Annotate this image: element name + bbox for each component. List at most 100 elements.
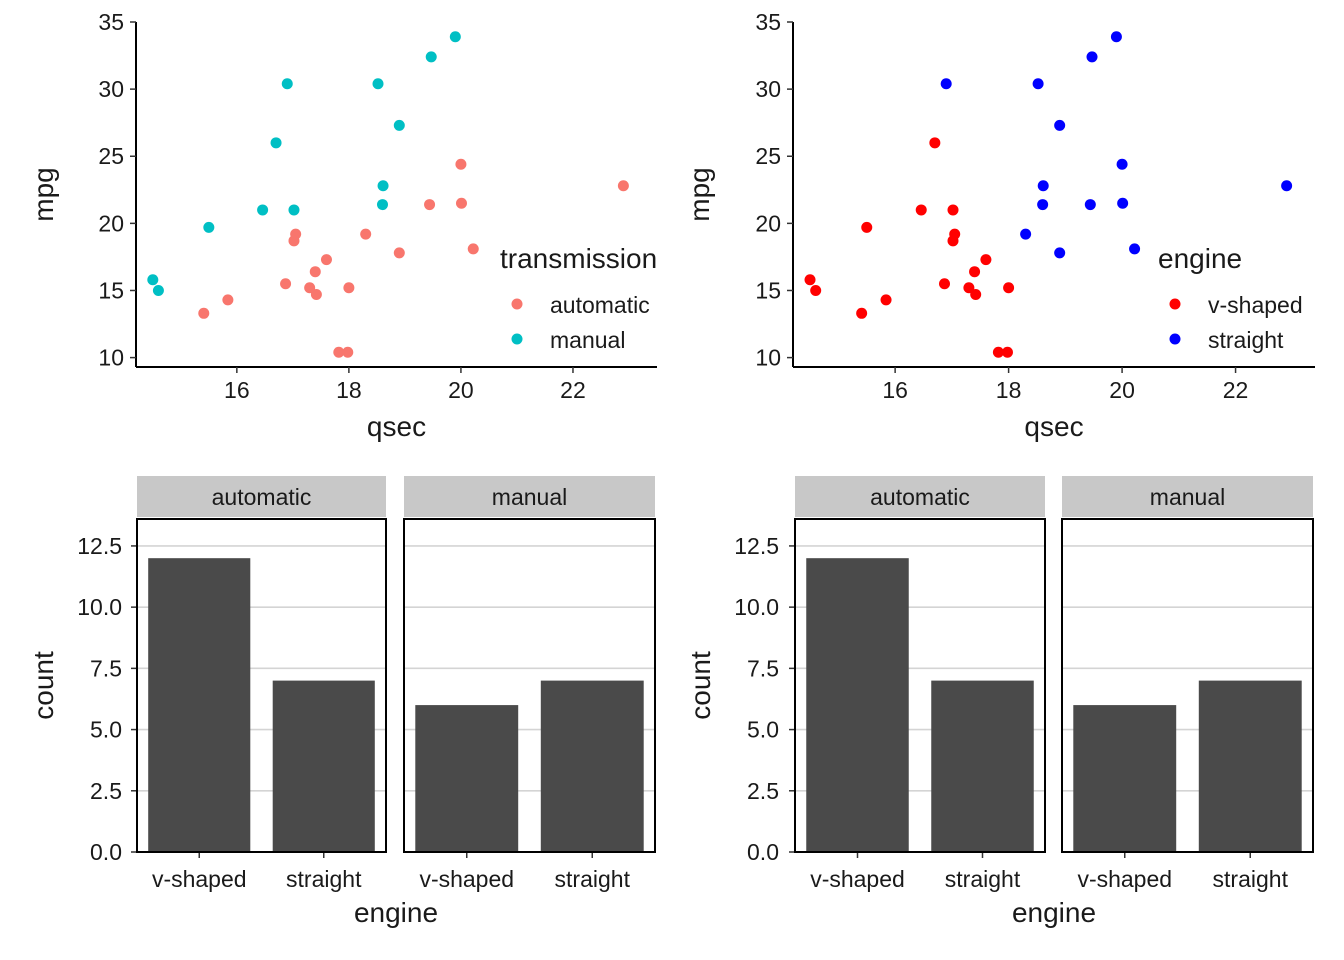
- y-tick-label: 25: [755, 143, 781, 169]
- y-tick-label: 2.5: [90, 778, 122, 804]
- bar-panel-2: 0.0 2.5 5.0 7.5 10.0 12.5 automatic v-shaped str…: [685, 476, 1314, 928]
- legend-label: v-shaped: [1208, 292, 1303, 318]
- data-point-manual: [281, 78, 293, 90]
- bar-v-shaped: [1073, 705, 1177, 852]
- bar-straight: [272, 680, 375, 852]
- data-point-automatic: [360, 228, 372, 240]
- data-point-manual: [152, 284, 164, 296]
- bar-straight: [540, 680, 644, 852]
- data-point-v-shaped: [929, 137, 941, 149]
- facet-strip: [795, 476, 1045, 517]
- bar-straight: [1198, 680, 1302, 852]
- facet-automatic: automatic v-shaped straight: [794, 476, 1046, 892]
- data-point-automatic: [424, 199, 436, 211]
- y-tick-label: 0.0: [90, 839, 122, 865]
- legend: engine v-shaped straight: [1158, 243, 1303, 353]
- y-tick-label: 12.5: [734, 533, 779, 559]
- data-point-manual: [377, 180, 389, 192]
- y-axis-title: count: [685, 651, 716, 720]
- x-tick-label: straight: [1213, 866, 1289, 892]
- facet-panel-border: [794, 518, 1046, 853]
- data-point-straight: [940, 78, 952, 90]
- data-point-straight: [1032, 78, 1044, 90]
- x-tick-label: 22: [560, 377, 586, 403]
- facet-strip: [404, 476, 655, 517]
- data-point-automatic: [455, 158, 467, 170]
- data-point-automatic: [617, 180, 629, 192]
- x-tick-label: v-shaped: [1077, 866, 1172, 892]
- x-tick-label: v-shaped: [419, 866, 514, 892]
- x-axis-title: engine: [354, 897, 438, 928]
- data-point-automatic: [222, 294, 234, 306]
- x-axis-title: engine: [1012, 897, 1096, 928]
- data-point-straight: [1129, 243, 1141, 255]
- y-tick-label: 30: [755, 76, 781, 102]
- x-tick-label: 18: [336, 377, 362, 403]
- data-point-straight: [1054, 119, 1066, 131]
- x-tick-label: 16: [224, 377, 250, 403]
- y-tick-label: 25: [98, 143, 124, 169]
- bar-panel-1: 0.0 2.5 5.0 7.5 10.0 12.5 automatic v-shaped str…: [28, 476, 656, 928]
- bar-v-shaped: [806, 558, 909, 852]
- facet-strip-label: automatic: [212, 484, 312, 510]
- y-tick-label: 10.0: [734, 594, 779, 620]
- facet-panel-border: [1061, 518, 1314, 853]
- data-point-v-shaped: [963, 282, 975, 294]
- legend-title: transmission: [500, 243, 657, 274]
- y-tick-label: 20: [98, 210, 124, 236]
- data-point-straight: [1054, 247, 1066, 259]
- bar-v-shaped: [415, 705, 519, 852]
- data-point-v-shaped: [980, 254, 992, 266]
- y-tick-label: 2.5: [747, 778, 779, 804]
- data-point-manual: [393, 119, 405, 131]
- scatter-panel-2: 10 15 20 25 30 35 16 18 20 22 qsec mpg engine v-shape…: [684, 9, 1315, 442]
- x-tick-label: 18: [996, 377, 1022, 403]
- data-point-v-shaped: [1001, 346, 1013, 358]
- x-tick-label: straight: [286, 866, 362, 892]
- data-point-manual: [372, 78, 384, 90]
- legend-label: straight: [1208, 327, 1284, 353]
- facet-panel-border: [136, 518, 387, 853]
- facet-strip: [137, 476, 386, 517]
- x-tick-label: straight: [945, 866, 1021, 892]
- scatter-panel-1: 10 15 20 25 30 35 16 18 20 22 qsec mpg transmission a…: [28, 9, 657, 442]
- data-point-v-shaped: [1003, 282, 1015, 294]
- x-tick-label: v-shaped: [810, 866, 905, 892]
- data-point-v-shaped: [949, 228, 961, 240]
- data-point-automatic: [333, 346, 345, 358]
- data-point-v-shaped: [861, 221, 873, 233]
- data-point-v-shaped: [880, 294, 892, 306]
- data-point-automatic: [320, 254, 332, 266]
- y-tick-label: 15: [98, 277, 124, 303]
- y-tick-label: 35: [98, 9, 124, 35]
- data-point-manual: [257, 204, 269, 216]
- data-point-v-shaped: [969, 266, 981, 278]
- data-point-automatic: [393, 247, 405, 259]
- data-point-manual: [449, 31, 461, 43]
- data-point-v-shaped: [938, 278, 950, 290]
- y-tick-label: 12.5: [77, 533, 122, 559]
- x-tick-label: v-shaped: [152, 866, 247, 892]
- data-point-v-shaped: [810, 284, 822, 296]
- data-point-automatic: [309, 266, 321, 278]
- data-point-manual: [376, 199, 388, 211]
- facet-manual: manual v-shaped straight: [403, 476, 656, 892]
- x-tick-label: straight: [555, 866, 631, 892]
- data-point-straight: [1086, 51, 1098, 63]
- facet-panel-border: [403, 518, 656, 853]
- data-point-automatic: [342, 346, 354, 358]
- y-tick-label: 30: [98, 76, 124, 102]
- x-tick-label: 22: [1223, 377, 1249, 403]
- data-point-straight: [1281, 180, 1293, 192]
- data-point-straight: [1117, 197, 1129, 209]
- y-axis-title: mpg: [684, 167, 715, 221]
- y-tick-label: 5.0: [90, 717, 122, 743]
- data-point-automatic: [310, 289, 322, 301]
- facet-strip: [1062, 476, 1313, 517]
- x-tick-label: 16: [882, 377, 908, 403]
- y-tick-label: 35: [755, 9, 781, 35]
- data-point-straight: [1037, 180, 1049, 192]
- facet-strip-label: manual: [1150, 484, 1225, 510]
- data-point-straight: [1084, 199, 1096, 211]
